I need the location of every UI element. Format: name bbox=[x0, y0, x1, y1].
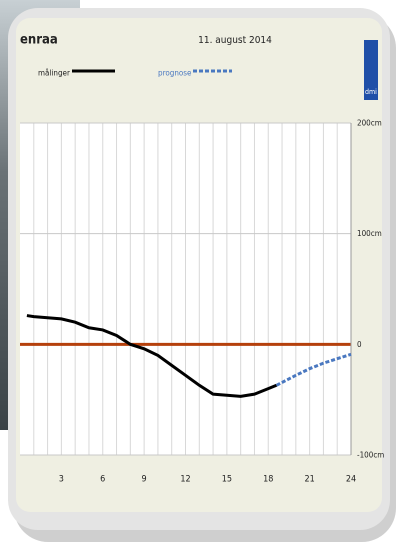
x-tick-label: 24 bbox=[346, 475, 356, 485]
y-tick-label: 100cm bbox=[357, 229, 382, 238]
legend-label: prognose bbox=[158, 69, 192, 78]
y-tick-label: 0 bbox=[357, 340, 362, 349]
x-tick-label: 18 bbox=[263, 475, 273, 485]
x-tick-label: 3 bbox=[59, 475, 64, 485]
x-tick-label: 9 bbox=[142, 475, 147, 485]
x-tick-label: 15 bbox=[222, 475, 232, 485]
chart: enraa 11. august 2014 dmi -100cm 0 100cm 20… bbox=[0, 0, 401, 547]
y-tick-label: 200cm bbox=[357, 119, 382, 128]
x-tick-label: 6 bbox=[100, 475, 105, 485]
chart-title: enraa bbox=[20, 33, 58, 48]
y-tick-label: -100cm bbox=[357, 451, 384, 460]
x-tick-label: 21 bbox=[304, 475, 314, 485]
x-tick-label: 12 bbox=[180, 475, 190, 485]
logo-text: dmi bbox=[365, 88, 377, 96]
legend-label: målinger bbox=[38, 68, 70, 78]
chart-date: 11. august 2014 bbox=[198, 35, 272, 46]
